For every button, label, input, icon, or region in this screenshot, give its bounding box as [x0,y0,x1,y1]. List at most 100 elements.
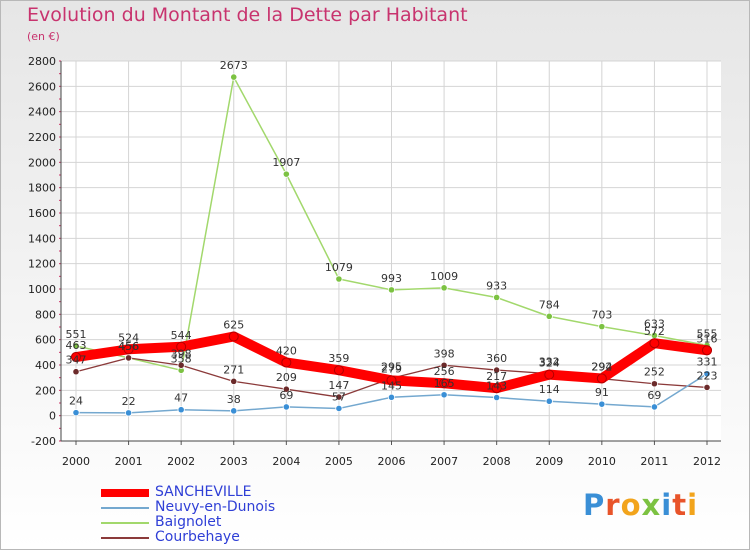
data-label: 359 [328,352,349,365]
data-label: 271 [223,363,244,376]
data-label: 544 [171,329,192,342]
data-point [124,354,133,362]
legend-swatch-courbehaye [101,537,149,539]
data-point [650,380,659,388]
y-tick-label: 2800 [28,55,56,68]
data-label: 1907 [272,156,300,169]
data-point [177,406,185,414]
legend-swatch-sancheville [101,489,149,497]
data-label: 933 [486,279,507,292]
axis-layer: -200 0 200 400 600 800 1000 1200 1400 1600 1800 200… [28,55,721,468]
data-label: 332 [539,356,560,369]
y-tick-label: 1000 [28,283,56,296]
data-point [440,391,448,399]
data-label: 279 [381,362,402,375]
data-label: 24 [69,395,83,408]
data-label: 625 [223,319,244,332]
data-point [124,409,133,417]
data-label: 555 [697,327,718,340]
x-tick-label: 2008 [483,455,511,468]
data-label: 91 [595,386,609,399]
data-label: 223 [697,369,718,382]
x-tick-label: 2007 [430,455,458,468]
data-point [230,73,238,81]
data-point [281,357,292,368]
data-point [72,342,80,350]
data-point [282,170,290,178]
legend-swatch-baignolet [101,522,149,524]
y-tick-label: 1400 [28,232,56,245]
x-tick-label: 2002 [167,455,195,468]
data-label: 69 [647,389,661,402]
chart-title: Evolution du Montant de la Dette par Hab… [27,4,468,26]
data-point [544,369,555,380]
data-label: 524 [118,331,139,344]
data-point [176,341,187,352]
data-point [649,338,660,349]
data-label: 292 [591,361,612,374]
data-point [598,323,606,331]
x-tick-label: 2012 [693,455,721,468]
data-label: 572 [644,325,665,338]
data-label: 463 [66,339,87,352]
data-point [335,404,343,413]
data-point [439,378,450,389]
x-tick-label: 2001 [115,455,143,468]
data-point [335,275,343,283]
data-label: 993 [381,272,402,285]
data-point [228,331,239,342]
y-tick-label: 400 [35,359,56,372]
y-tick-label: -200 [31,435,56,448]
x-tick-label: 2005 [325,455,353,468]
data-label: 256 [434,365,455,378]
legend-label: SANCHEVILLE [155,484,252,500]
data-point [71,352,81,363]
legend-swatch-neuvy [101,507,149,509]
y-tick-label: 1800 [28,182,56,195]
legend-label: Baignolet [155,514,222,530]
y-tick-label: 1600 [28,207,56,220]
data-label: 703 [591,309,612,322]
data-label: 1009 [430,270,458,283]
data-label: 22 [122,395,136,408]
data-label: 398 [434,347,455,360]
data-point [598,400,606,408]
y-tick-label: 2000 [28,156,56,169]
data-label: 456 [118,340,139,353]
data-label: 294 [591,360,612,373]
data-point [493,393,501,402]
data-label: 217 [486,370,507,383]
data-label: 47 [174,392,188,405]
x-tick-label: 2009 [535,455,563,468]
y-tick-label: 600 [35,334,56,347]
y-tick-label: 2400 [28,106,56,119]
data-point [440,361,448,369]
data-point [545,312,553,320]
data-point [387,286,396,294]
data-point [282,403,290,411]
y-tick-label: 200 [35,384,56,397]
data-point [545,397,553,405]
data-label: 633 [644,317,665,330]
data-label: 456 [118,340,139,353]
data-label: 252 [644,366,665,379]
series-layer [71,73,712,417]
data-label: 295 [381,360,402,373]
data-label: 551 [66,328,87,341]
data-point [440,284,448,292]
data-label: 147 [328,379,349,392]
y-tick-label: 1200 [28,258,56,271]
data-label: 38 [227,393,241,406]
data-label: 420 [276,344,297,357]
label-layer: 463 524 544 625 420 359 279 256 217 324 294 572 516 2… [66,59,718,408]
data-label: 398 [171,347,192,360]
data-point [230,377,238,385]
y-tick-label: 2200 [28,131,56,144]
data-point [123,344,134,355]
data-point [230,407,238,415]
proxiti-logo: Proxiti [583,488,699,522]
data-point [72,409,80,417]
legend-label: Neuvy-en-Dunois [155,499,276,515]
data-point [72,368,80,376]
